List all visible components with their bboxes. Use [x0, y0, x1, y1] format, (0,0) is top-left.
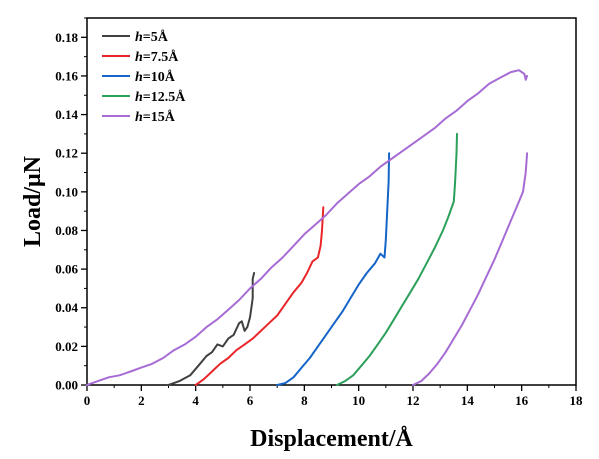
y-tick-label: 0.12 — [55, 146, 78, 161]
series-line-1 — [194, 206, 325, 386]
x-tick-label: 8 — [301, 393, 308, 408]
legend-label: h=7.5Å — [135, 49, 179, 65]
y-tick-label: 0.14 — [55, 107, 78, 122]
x-tick-label: 18 — [570, 393, 584, 408]
series-line-4 — [86, 69, 529, 386]
series-line-3 — [335, 132, 458, 386]
legend-label: h=12.5Å — [135, 89, 186, 105]
series-line-2 — [276, 152, 391, 386]
legend-label: h=10Å — [135, 69, 176, 85]
series-line-5 — [412, 152, 529, 386]
y-tick-label: 0.18 — [55, 30, 78, 45]
y-tick-label: 0.02 — [55, 339, 78, 354]
x-tick-label: 6 — [247, 393, 254, 408]
series-line-0 — [167, 272, 256, 386]
x-tick-label: 12 — [407, 393, 420, 408]
x-tick-label: 10 — [352, 393, 365, 408]
x-tick-label: 0 — [84, 393, 91, 408]
y-tick-label: 0.06 — [55, 262, 78, 277]
y-tick-label: 0.08 — [55, 223, 78, 238]
y-axis-title: Load/μN — [20, 155, 46, 247]
y-tick-label: 0.10 — [55, 184, 78, 199]
y-tick-label: 0.00 — [55, 378, 78, 393]
x-tick-label: 2 — [138, 393, 145, 408]
legend-label: h=15Å — [135, 109, 176, 125]
y-tick-label: 0.04 — [55, 300, 78, 315]
y-tick-label: 0.16 — [55, 68, 78, 83]
x-tick-label: 14 — [461, 393, 475, 408]
legend-label: h=5Å — [135, 29, 169, 45]
x-axis-title: Displacement/Å — [250, 426, 413, 452]
x-tick-label: 16 — [515, 393, 529, 408]
x-tick-label: 4 — [192, 393, 199, 408]
